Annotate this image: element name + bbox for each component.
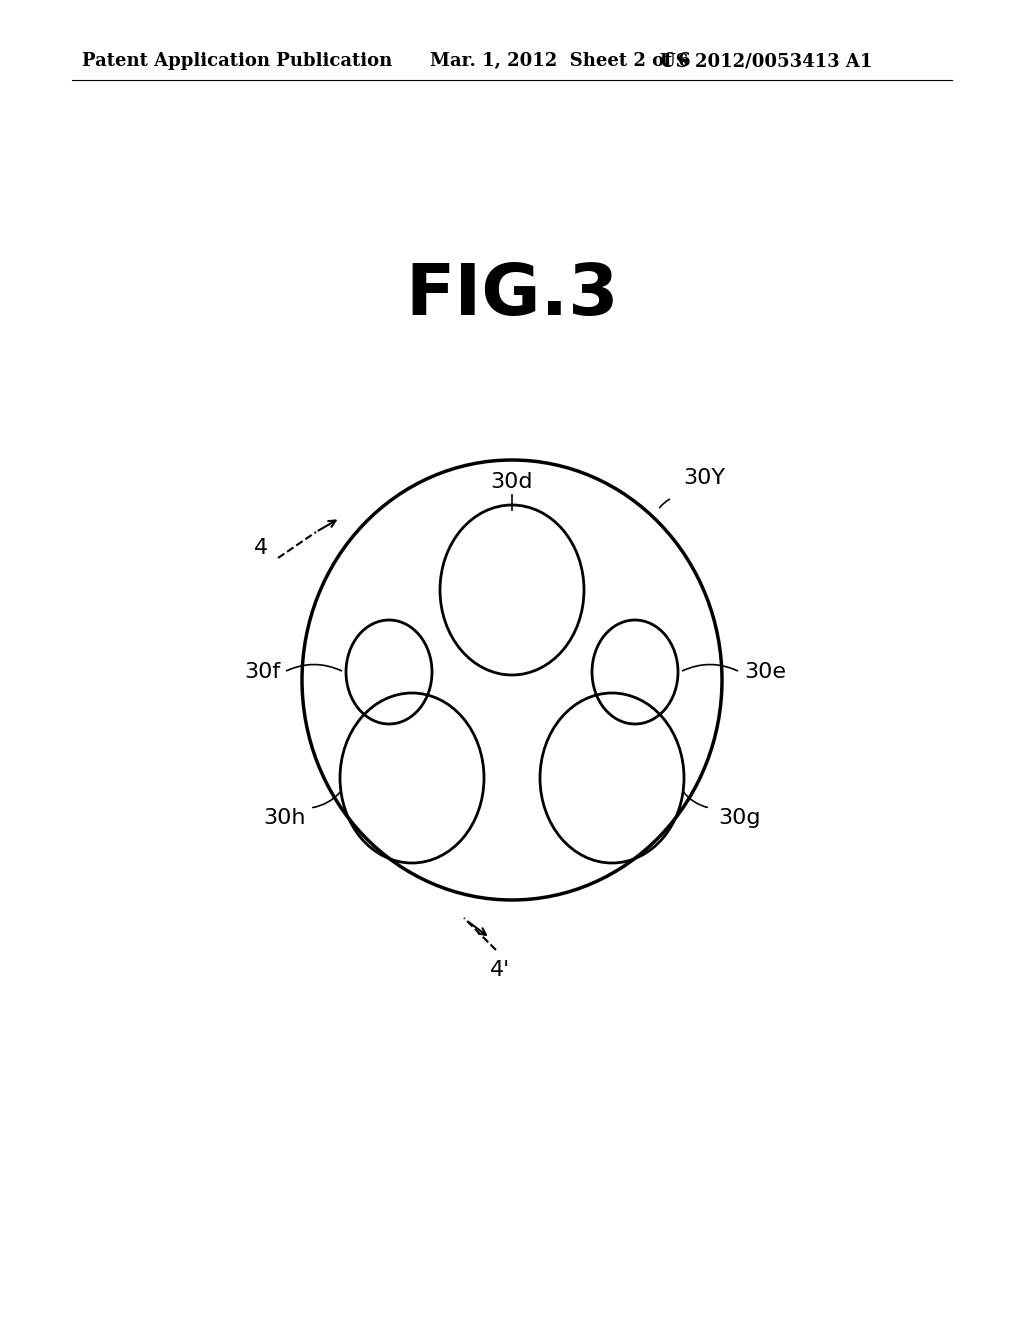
Text: 4: 4 bbox=[254, 539, 268, 558]
Text: US 2012/0053413 A1: US 2012/0053413 A1 bbox=[660, 51, 872, 70]
Text: 30f: 30f bbox=[244, 663, 280, 682]
Text: Patent Application Publication: Patent Application Publication bbox=[82, 51, 392, 70]
Text: 30d: 30d bbox=[490, 473, 534, 492]
Text: Mar. 1, 2012  Sheet 2 of 6: Mar. 1, 2012 Sheet 2 of 6 bbox=[430, 51, 690, 70]
Text: 30h: 30h bbox=[263, 808, 306, 828]
Text: 30Y: 30Y bbox=[683, 469, 725, 488]
Text: 30e: 30e bbox=[744, 663, 786, 682]
Text: 4': 4' bbox=[489, 960, 510, 979]
Text: FIG.3: FIG.3 bbox=[406, 260, 618, 330]
Text: 30g: 30g bbox=[718, 808, 761, 828]
